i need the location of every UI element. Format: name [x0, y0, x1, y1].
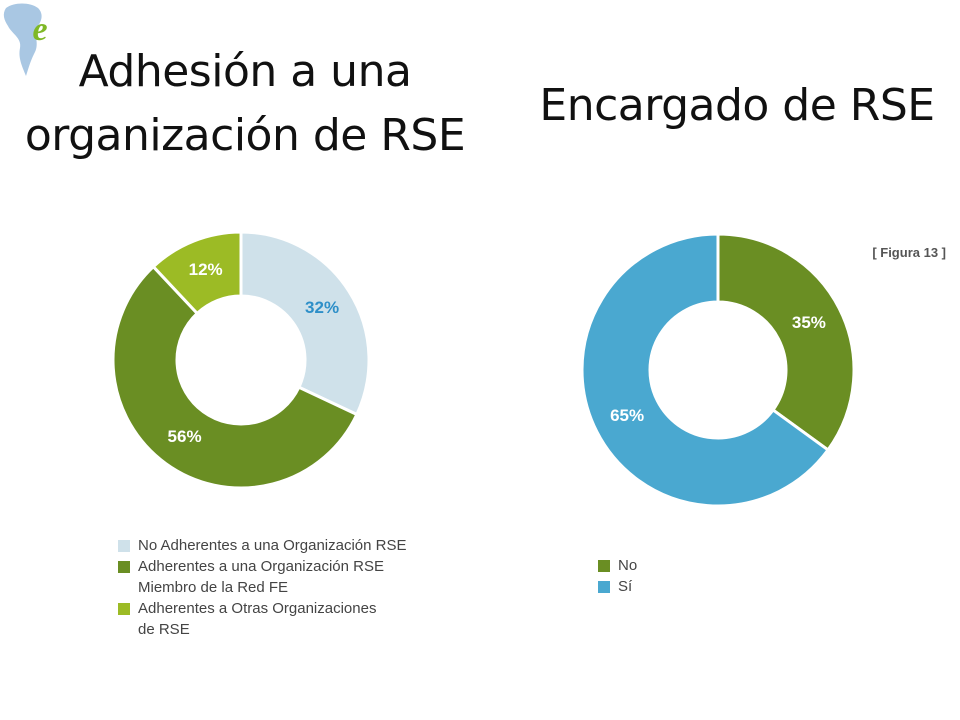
legend-item: No: [598, 555, 798, 576]
legend-swatch: [118, 603, 130, 615]
legend-swatch: [118, 540, 130, 552]
adhesion-slice-label-2: 56%: [168, 427, 202, 446]
chart-title-left: Adhesión a una organización de RSE: [24, 46, 466, 161]
adhesion-slice-label-3: 12%: [189, 260, 223, 279]
legend-item: Adherentes a Otras Organizaciones de RSE: [118, 598, 458, 640]
legend-encargado: No Sí: [598, 555, 798, 597]
legend-label: Sí: [618, 578, 633, 595]
legend-adhesion: No Adherentes a una Organización RSE Adh…: [118, 535, 458, 640]
donut-chart-adhesion: 32% 56% 12%: [100, 222, 460, 502]
legend-item: Sí: [598, 576, 798, 597]
legend-label: Adherentes a Otras Organizaciones de RSE: [138, 600, 377, 638]
logo-continent-shape: [3, 3, 42, 76]
encargado-slice-2: [580, 232, 831, 508]
donut-chart-encargado: 35% 65% [ Figura 13 ]: [570, 228, 950, 518]
encargado-slice-1: [716, 232, 856, 453]
legend-swatch: [598, 560, 610, 572]
adhesion-slice-2: [111, 264, 359, 490]
logo-letter: e: [32, 11, 47, 48]
legend-swatch: [598, 581, 610, 593]
donut-chart-encargado-svg: 35% 65%: [580, 232, 856, 508]
globe-logo-icon: e: [3, 3, 48, 76]
legend-label: No Adherentes a una Organización RSE: [138, 537, 407, 554]
legend-label: Adherentes a una Organización RSE Miembr…: [138, 558, 384, 596]
adhesion-slice-3: [151, 230, 243, 316]
legend-label: No: [618, 557, 638, 574]
legend-item: No Adherentes a una Organización RSE: [118, 535, 458, 556]
figure-tag: [ Figura 13 ]: [872, 245, 946, 260]
legend-item: Adherentes a una Organización RSE Miembr…: [118, 556, 458, 598]
donut-chart-adhesion-svg: 32% 56% 12%: [111, 230, 371, 490]
encargado-slice-label-1: 35%: [792, 313, 826, 332]
legend-swatch: [118, 561, 130, 573]
encargado-slice-label-2: 65%: [610, 406, 644, 425]
adhesion-slice-label-1: 32%: [305, 298, 339, 317]
adhesion-slice-1: [239, 230, 371, 417]
logo: e: [0, 0, 62, 78]
chart-title-right: Encargado de RSE: [539, 80, 935, 131]
